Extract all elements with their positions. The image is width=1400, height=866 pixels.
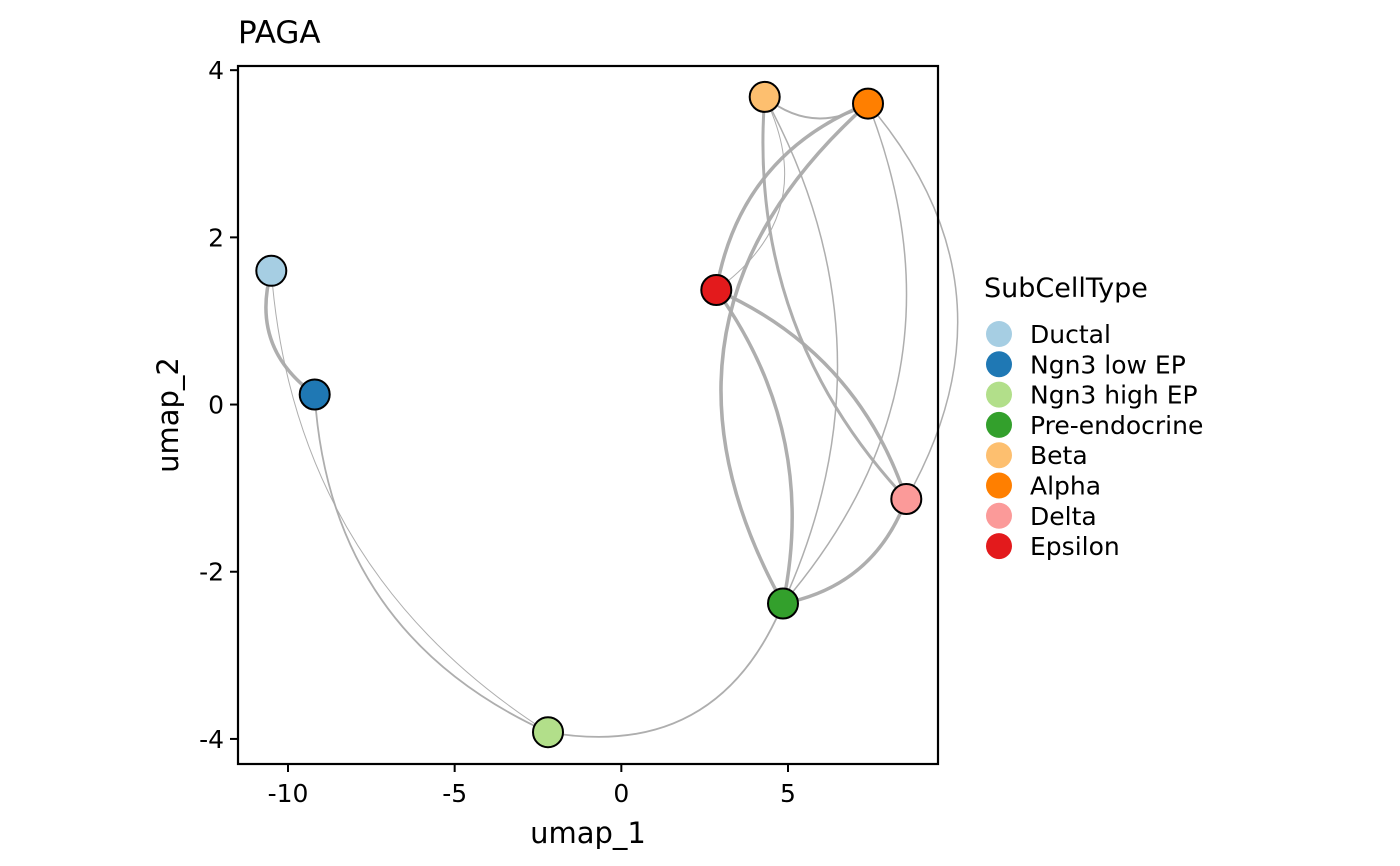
edge-ngn3-low-ep-ngn3-high-ep	[313, 394, 549, 734]
plot-panel-border	[236, 64, 940, 766]
legend-label-ductal: Ductal	[1030, 320, 1111, 349]
y-tick-label: 0	[208, 391, 224, 420]
x-tick-label: 5	[780, 779, 796, 808]
node-ngn3-high-ep	[532, 716, 564, 749]
legend-label-alpha: Alpha	[1030, 472, 1101, 501]
legend-key-ngn3-high-ep	[986, 381, 1012, 408]
legend-label-beta: Beta	[1030, 441, 1088, 470]
edge-beta-delta	[761, 96, 908, 501]
y-tick-label: 4	[208, 56, 224, 85]
y-axis-title: umap_2	[151, 357, 185, 473]
legend-label-delta: Delta	[1030, 502, 1097, 531]
legend-title: SubCellType	[984, 273, 1148, 304]
y-tick-label: -2	[199, 558, 224, 587]
x-tick-label: -5	[442, 779, 467, 808]
legend-key-ductal	[986, 321, 1012, 347]
edge-pre-endocrine-epsilon	[714, 288, 794, 604]
edges-layer	[264, 96, 959, 738]
edge-pre-endocrine-beta	[764, 96, 839, 604]
edge-epsilon-delta	[715, 288, 908, 500]
x-tick-label: 0	[613, 779, 629, 808]
nodes-layer	[255, 80, 923, 749]
edge-ductal-ngn3-low-ep	[264, 270, 316, 396]
legend-label-ngn3-low-ep: Ngn3 low EP	[1030, 350, 1186, 379]
node-epsilon	[700, 274, 733, 306]
node-alpha	[852, 87, 884, 120]
edge-epsilon-beta	[716, 96, 786, 291]
edge-epsilon-alpha	[714, 101, 869, 291]
node-ngn3-low-ep	[298, 378, 331, 411]
legend-key-delta	[986, 502, 1012, 529]
node-ductal	[255, 254, 288, 287]
y-tick-label: 2	[208, 223, 224, 252]
y-axis: 4 2 0 -2 -4	[199, 56, 238, 754]
legend-key-ngn3-low-ep	[986, 351, 1012, 378]
y-tick-label: -4	[199, 725, 224, 754]
x-axis-title: umap_1	[530, 816, 646, 850]
node-pre-endocrine	[767, 587, 799, 620]
legend-key-alpha	[986, 472, 1012, 499]
legend-label-pre-endocrine: Pre-endocrine	[1030, 411, 1203, 440]
x-axis: -10 -5 0 5	[268, 764, 796, 808]
edge-pre-endocrine-delta	[782, 498, 908, 606]
edge-alpha-delta	[867, 103, 959, 500]
edge-ductal-ngn3-high-ep	[270, 270, 549, 733]
chart-title: PAGA	[238, 15, 321, 51]
legend-key-pre-endocrine	[986, 411, 1012, 438]
node-beta	[748, 80, 781, 113]
node-delta	[890, 483, 923, 515]
edge-ngn3-high-ep-pre-endocrine	[547, 603, 784, 738]
edge-pre-endocrine-alpha	[782, 103, 908, 604]
legend-label-ngn3-high-ep: Ngn3 high EP	[1030, 381, 1198, 410]
x-tick-label: -10	[268, 779, 309, 808]
edge-alpha-pre-endocrine	[719, 102, 870, 605]
legend-key-beta	[986, 442, 1012, 469]
legend-label-epsilon: Epsilon	[1030, 532, 1120, 561]
legend-key-epsilon	[986, 533, 1012, 560]
